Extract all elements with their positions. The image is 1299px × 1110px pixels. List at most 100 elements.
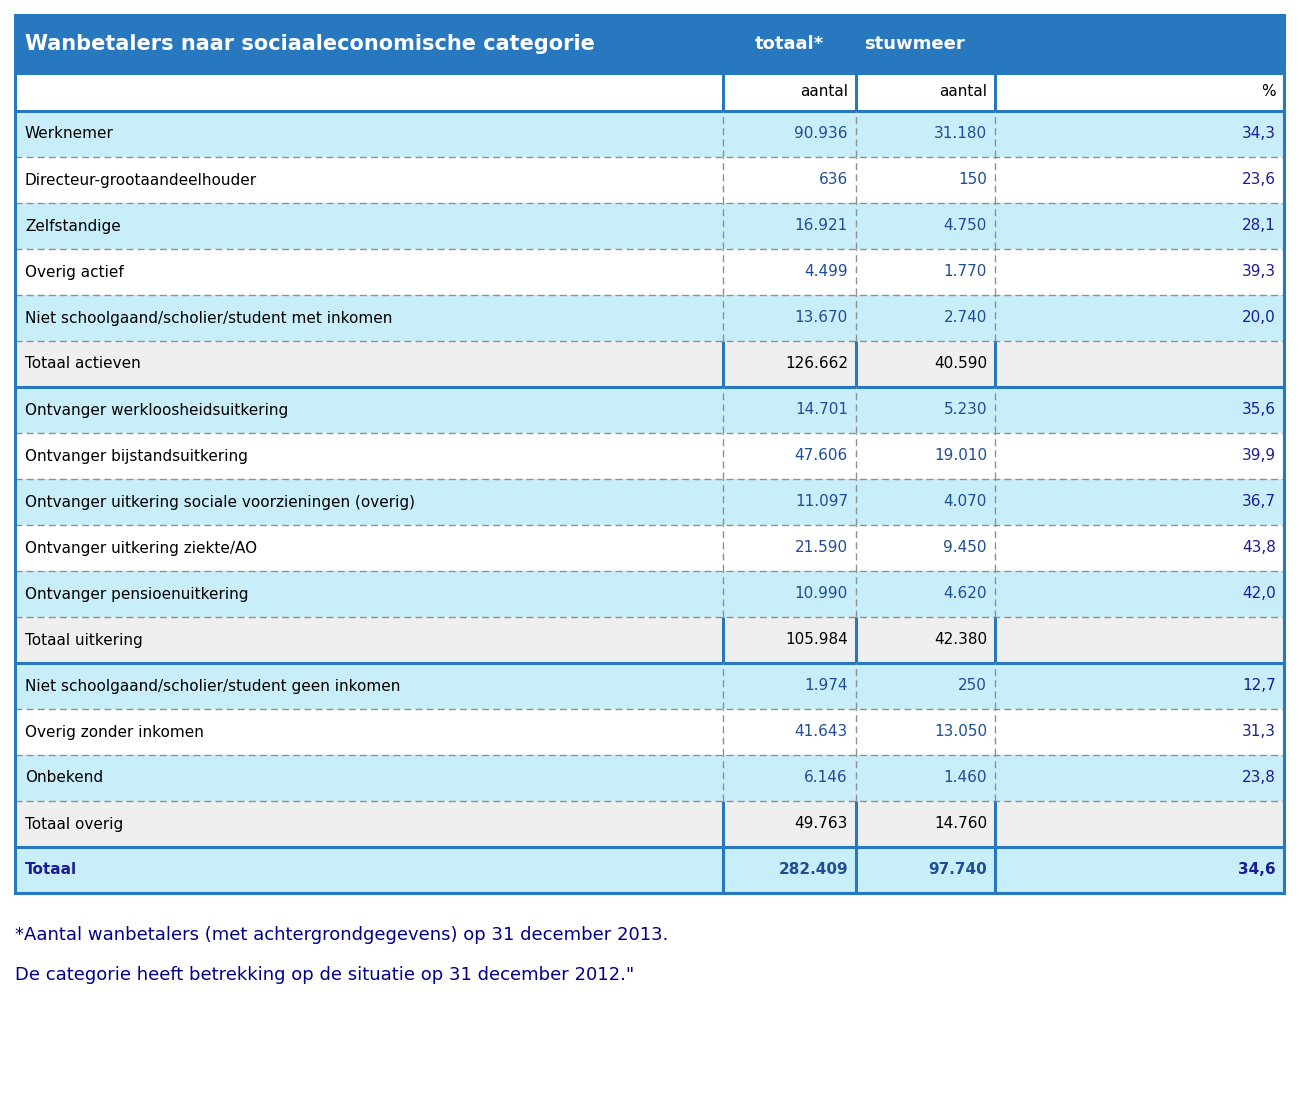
Text: 23,6: 23,6 (1242, 172, 1276, 188)
Text: Ontvanger pensioenuitkering: Ontvanger pensioenuitkering (25, 586, 248, 602)
Text: Overig zonder inkomen: Overig zonder inkomen (25, 725, 204, 739)
Text: 39,9: 39,9 (1242, 448, 1276, 464)
Bar (856, 157, 995, 203)
Bar (724, 157, 856, 203)
Text: Totaal: Totaal (25, 862, 77, 878)
Bar (995, 295, 1283, 341)
Text: 97.740: 97.740 (929, 862, 987, 878)
Bar (16, 295, 724, 341)
Text: 105.984: 105.984 (786, 633, 848, 647)
Bar (16, 341, 724, 387)
Bar (995, 525, 1283, 571)
Text: 19.010: 19.010 (934, 448, 987, 464)
Text: Totaal overig: Totaal overig (25, 817, 123, 831)
Bar (724, 801, 856, 847)
Bar (856, 203, 995, 249)
Bar (995, 341, 1283, 387)
Text: 40.590: 40.590 (934, 356, 987, 372)
Text: 35,6: 35,6 (1242, 403, 1276, 417)
Text: 14.701: 14.701 (795, 403, 848, 417)
Bar (724, 295, 856, 341)
Bar (724, 249, 856, 295)
Text: 13.670: 13.670 (795, 311, 848, 325)
Bar (724, 480, 856, 525)
Bar (724, 433, 856, 480)
Bar (16, 433, 724, 480)
Text: 21.590: 21.590 (795, 541, 848, 555)
Text: 34,3: 34,3 (1242, 127, 1276, 141)
Bar (724, 387, 856, 433)
Text: aantal: aantal (800, 84, 848, 100)
Bar (995, 709, 1283, 755)
Bar (724, 341, 856, 387)
Text: Ontvanger uitkering ziekte/AO: Ontvanger uitkering ziekte/AO (25, 541, 257, 555)
Text: 34,6: 34,6 (1238, 862, 1276, 878)
Text: Wanbetalers naar sociaaleconomische categorie: Wanbetalers naar sociaaleconomische cate… (25, 34, 595, 54)
Text: 39,3: 39,3 (1242, 264, 1276, 280)
Bar (856, 525, 995, 571)
Bar (16, 203, 724, 249)
Text: Overig actief: Overig actief (25, 264, 123, 280)
Text: 31.180: 31.180 (934, 127, 987, 141)
Bar (16, 801, 724, 847)
Bar (724, 16, 856, 73)
Text: De categorie heeft betrekking op de situatie op 31 december 2012.": De categorie heeft betrekking op de situ… (16, 966, 634, 983)
Bar (16, 571, 724, 617)
Text: Niet schoolgaand/scholier/student geen inkomen: Niet schoolgaand/scholier/student geen i… (25, 678, 400, 694)
Text: 13.050: 13.050 (934, 725, 987, 739)
Text: 4.620: 4.620 (943, 586, 987, 602)
Bar (856, 480, 995, 525)
Text: 20,0: 20,0 (1242, 311, 1276, 325)
Bar (724, 525, 856, 571)
Text: Ontvanger werkloosheidsuitkering: Ontvanger werkloosheidsuitkering (25, 403, 288, 417)
Bar (995, 663, 1283, 709)
Bar (16, 387, 724, 433)
Bar (856, 73, 995, 111)
Bar (995, 249, 1283, 295)
Text: 4.750: 4.750 (943, 219, 987, 233)
Text: Ontvanger uitkering sociale voorzieningen (overig): Ontvanger uitkering sociale voorzieninge… (25, 494, 414, 509)
Text: 250: 250 (959, 678, 987, 694)
Bar (16, 157, 724, 203)
Bar (16, 480, 724, 525)
Text: 636: 636 (818, 172, 848, 188)
Text: Werknemer: Werknemer (25, 127, 114, 141)
Bar (16, 709, 724, 755)
Bar (856, 571, 995, 617)
Text: Niet schoolgaand/scholier/student met inkomen: Niet schoolgaand/scholier/student met in… (25, 311, 392, 325)
Text: 43,8: 43,8 (1242, 541, 1276, 555)
Bar (724, 617, 856, 663)
Bar (724, 709, 856, 755)
Text: 1.974: 1.974 (804, 678, 848, 694)
Bar (995, 73, 1283, 111)
Text: 11.097: 11.097 (795, 494, 848, 509)
Bar (856, 663, 995, 709)
Bar (16, 16, 724, 73)
Bar (995, 571, 1283, 617)
Bar (995, 755, 1283, 801)
Text: 1.770: 1.770 (943, 264, 987, 280)
Bar (724, 203, 856, 249)
Bar (856, 709, 995, 755)
Text: 4.070: 4.070 (943, 494, 987, 509)
Bar (995, 111, 1283, 157)
Text: Totaal uitkering: Totaal uitkering (25, 633, 143, 647)
Bar (16, 663, 724, 709)
Text: 150: 150 (959, 172, 987, 188)
Bar (995, 847, 1283, 894)
Bar (856, 341, 995, 387)
Bar (995, 203, 1283, 249)
Text: 6.146: 6.146 (804, 770, 848, 786)
Text: 31,3: 31,3 (1242, 725, 1276, 739)
Text: 90.936: 90.936 (795, 127, 848, 141)
Bar (724, 663, 856, 709)
Text: %: % (1261, 84, 1276, 100)
Bar (856, 801, 995, 847)
Bar (995, 480, 1283, 525)
Bar (995, 617, 1283, 663)
Bar (16, 617, 724, 663)
Bar (16, 755, 724, 801)
Bar (856, 617, 995, 663)
Bar (995, 157, 1283, 203)
Bar (856, 111, 995, 157)
